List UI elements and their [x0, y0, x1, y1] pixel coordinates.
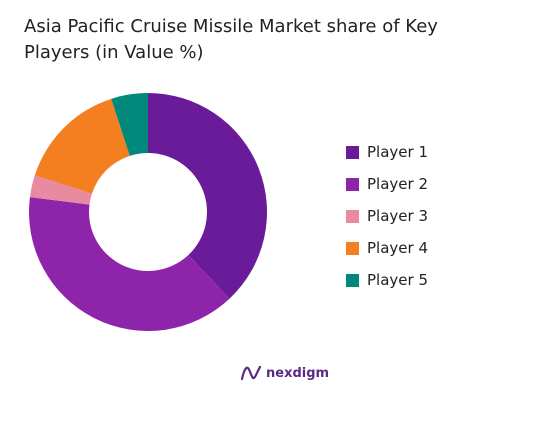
- donut-slice-player-1: [148, 93, 268, 299]
- legend-label-player-2: Player 2: [367, 175, 428, 193]
- legend-item-player-4: Player 4: [346, 232, 428, 264]
- brand-logo: nexdigm: [240, 364, 329, 382]
- legend-item-player-1: Player 1: [346, 136, 428, 168]
- legend-swatch-player-5: [346, 273, 359, 287]
- legend-label-player-1: Player 1: [367, 143, 428, 161]
- brand-name: nexdigm: [266, 365, 330, 381]
- legend-swatch-player-3: [346, 209, 359, 223]
- donut-slice-player-5: [111, 93, 148, 156]
- legend-item-player-2: Player 2: [346, 168, 428, 200]
- donut-slice-player-2: [28, 197, 230, 332]
- legend-item-player-3: Player 3: [346, 200, 428, 232]
- legend-label-player-3: Player 3: [367, 207, 428, 225]
- donut-slice-player-3: [29, 175, 92, 205]
- legend: Player 1 Player 2 Player 3 Player 4 Play…: [346, 136, 428, 296]
- legend-swatch-player-2: [346, 177, 359, 191]
- legend-swatch-player-1: [346, 145, 359, 159]
- donut-slice-player-4: [34, 98, 130, 194]
- legend-label-player-4: Player 4: [367, 239, 428, 257]
- chart-title: Asia Pacific Cruise Missile Market share…: [24, 16, 438, 63]
- legend-item-player-5: Player 5: [346, 264, 428, 296]
- nexdigm-logo-icon: [240, 365, 262, 381]
- legend-swatch-player-4: [346, 241, 359, 255]
- legend-label-player-5: Player 5: [367, 271, 428, 289]
